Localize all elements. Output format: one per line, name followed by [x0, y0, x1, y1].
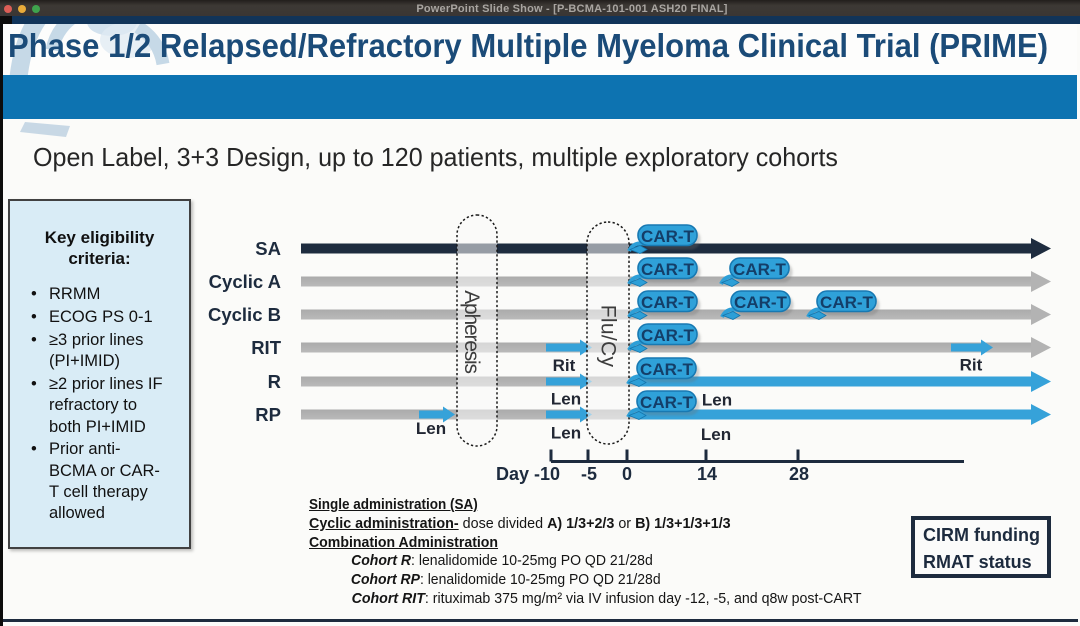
svg-text:Day -10: Day -10 [496, 464, 560, 484]
svg-text:RIT: RIT [251, 337, 282, 358]
svg-text:-5: -5 [581, 464, 597, 484]
svg-text:Rit: Rit [960, 356, 983, 375]
svg-text:Flu/Cy: Flu/Cy [597, 305, 620, 368]
svg-text:Cyclic A: Cyclic A [209, 271, 281, 292]
svg-text:0: 0 [622, 464, 632, 484]
svg-text:Len: Len [551, 424, 581, 443]
svg-text:Cyclic B: Cyclic B [208, 304, 281, 325]
svg-text:Len: Len [551, 390, 581, 409]
svg-text:14: 14 [697, 464, 717, 484]
svg-text:RP: RP [255, 404, 281, 425]
svg-text:Len: Len [416, 419, 446, 438]
svg-text:R: R [268, 371, 281, 392]
svg-text:Rit: Rit [553, 356, 576, 375]
svg-text:SA: SA [255, 238, 281, 259]
svg-text:28: 28 [789, 464, 809, 484]
svg-text:Len: Len [701, 425, 731, 444]
svg-text:Apheresis: Apheresis [460, 290, 483, 373]
svg-text:Len: Len [702, 391, 732, 410]
